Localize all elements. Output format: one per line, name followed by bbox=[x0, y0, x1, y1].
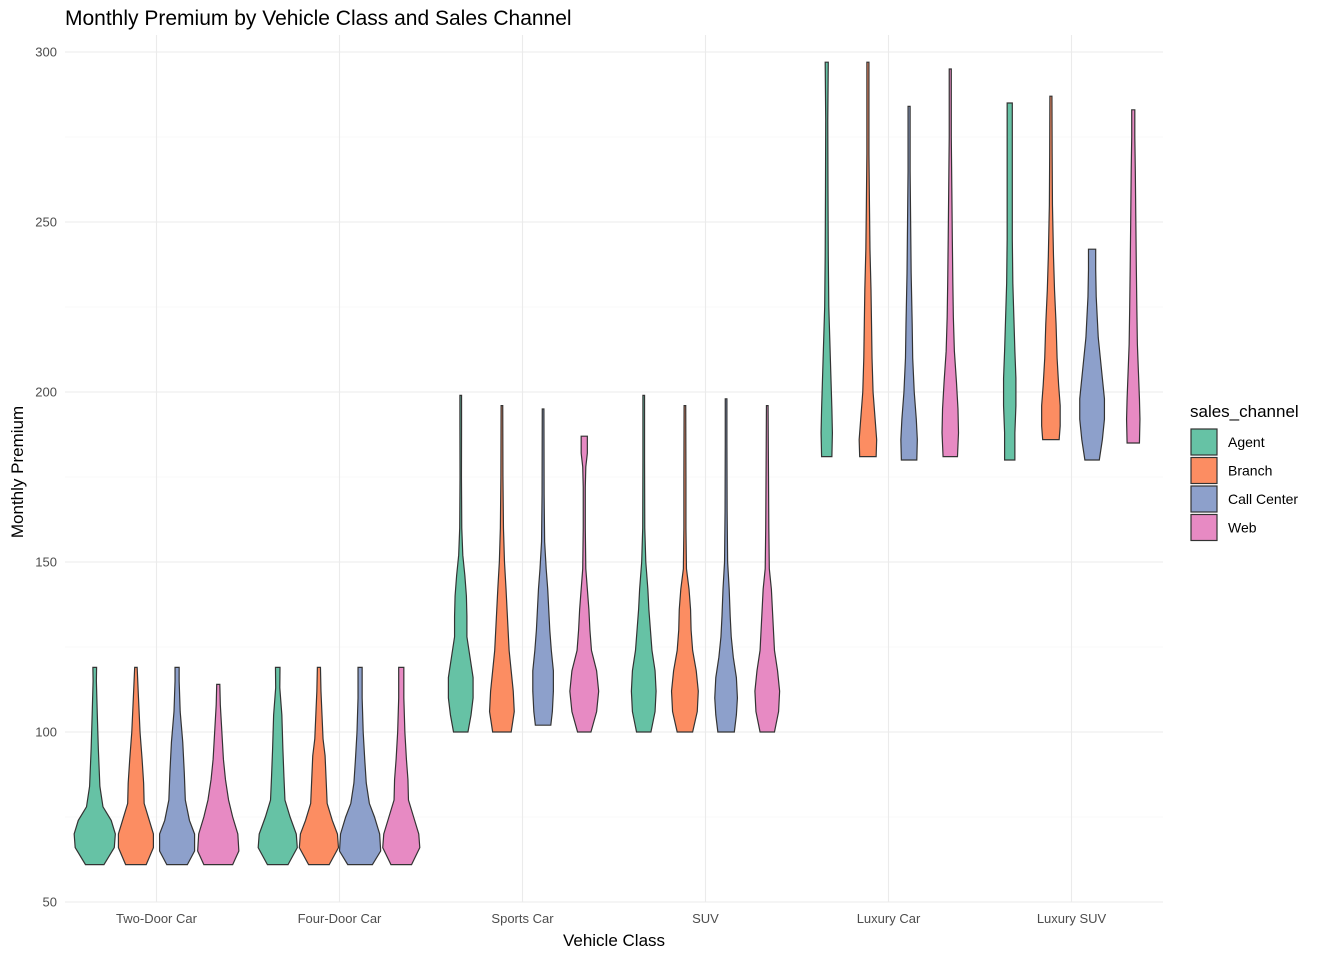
violin-four-door-car-web bbox=[382, 666, 421, 866]
x-tick-label: Luxury Car bbox=[857, 911, 921, 926]
violin-two-door-car-call-center bbox=[158, 666, 196, 866]
x-tick-label: SUV bbox=[692, 911, 719, 926]
y-tick-label: 200 bbox=[35, 385, 57, 400]
grid bbox=[65, 35, 1163, 903]
legend-title: sales_channel bbox=[1190, 402, 1299, 421]
legend-key-agent bbox=[1190, 428, 1218, 456]
y-tick-label: 50 bbox=[43, 895, 57, 910]
violin-two-door-car-agent bbox=[73, 666, 116, 866]
violin-two-door-car-web bbox=[197, 683, 240, 866]
violin-luxury-suv-web bbox=[1125, 109, 1141, 444]
violin-luxury-suv-branch bbox=[1041, 95, 1061, 441]
legend-key-call-center bbox=[1190, 485, 1218, 513]
y-tick-label: 100 bbox=[35, 725, 57, 740]
legend-label-call-center: Call Center bbox=[1228, 491, 1298, 507]
y-tick-label: 150 bbox=[35, 555, 57, 570]
violin-luxury-car-agent bbox=[820, 61, 834, 458]
violin-sports-car-agent bbox=[447, 394, 474, 733]
y-tick-label: 300 bbox=[35, 45, 57, 60]
legend-key-branch bbox=[1190, 456, 1218, 485]
legend-items: Agent Branch Call Center Web bbox=[1190, 428, 1298, 542]
violin-four-door-car-call-center bbox=[338, 666, 382, 866]
violin-luxury-car-branch bbox=[858, 61, 878, 458]
y-tick-label: 250 bbox=[35, 215, 57, 230]
chart-title: Monthly Premium by Vehicle Class and Sal… bbox=[65, 7, 572, 30]
legend: sales_channel Agent Branch Call Center Web bbox=[1190, 402, 1299, 542]
violin-sports-car-web bbox=[569, 435, 600, 733]
y-axis-ticks: 50 100 150 200 250 300 bbox=[35, 45, 57, 910]
x-axis-ticks: Two-Door Car Four-Door Car Sports Car SUV Lu… bbox=[116, 911, 1106, 926]
violin-luxury-suv-agent bbox=[1002, 102, 1017, 461]
legend-label-web: Web bbox=[1228, 520, 1257, 536]
x-tick-label: Two-Door Car bbox=[116, 911, 198, 926]
violin-luxury-suv-call-center bbox=[1079, 248, 1106, 461]
violin-four-door-car-branch bbox=[298, 666, 340, 866]
y-axis-title: Monthly Premium bbox=[8, 406, 27, 538]
violin-suv-agent bbox=[630, 394, 657, 733]
violin-sports-car-branch bbox=[488, 405, 515, 733]
x-tick-label: Four-Door Car bbox=[298, 911, 382, 926]
legend-label-agent: Agent bbox=[1228, 434, 1265, 450]
violin-luxury-car-web bbox=[941, 68, 960, 458]
x-tick-label: Sports Car bbox=[491, 911, 554, 926]
x-tick-label: Luxury SUV bbox=[1037, 911, 1107, 926]
violin-suv-branch bbox=[670, 405, 699, 733]
violin-luxury-car-call-center bbox=[900, 105, 918, 461]
violin-suv-call-center bbox=[714, 398, 739, 733]
violins bbox=[73, 61, 1141, 866]
legend-key-web bbox=[1190, 513, 1218, 542]
violin-suv-web bbox=[754, 405, 781, 733]
violin-two-door-car-branch bbox=[117, 666, 155, 866]
x-axis-title: Vehicle Class bbox=[563, 931, 665, 950]
legend-label-branch: Branch bbox=[1228, 463, 1272, 479]
violin-four-door-car-agent bbox=[257, 666, 298, 866]
violin-sports-car-call-center bbox=[532, 408, 554, 726]
